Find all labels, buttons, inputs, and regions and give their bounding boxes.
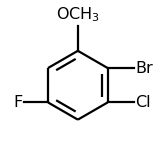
Text: Br: Br bbox=[136, 60, 153, 76]
Text: F: F bbox=[13, 95, 23, 110]
Text: OCH$_3$: OCH$_3$ bbox=[56, 5, 100, 24]
Text: Cl: Cl bbox=[136, 95, 151, 110]
